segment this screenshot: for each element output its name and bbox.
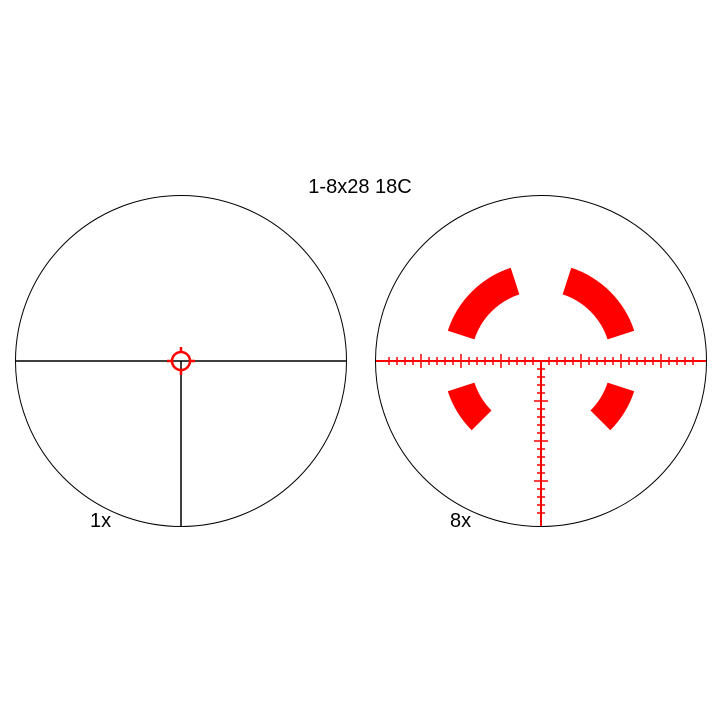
scope-right (375, 195, 707, 527)
scope-right-label: 8x (450, 510, 471, 533)
reticle-diagram: 1-8x28 18C 1x 8x (0, 0, 720, 720)
scope-left-svg (16, 196, 346, 526)
scope-left-label: 1x (90, 510, 111, 533)
scope-left (15, 195, 347, 527)
scope-right-svg (376, 196, 706, 526)
